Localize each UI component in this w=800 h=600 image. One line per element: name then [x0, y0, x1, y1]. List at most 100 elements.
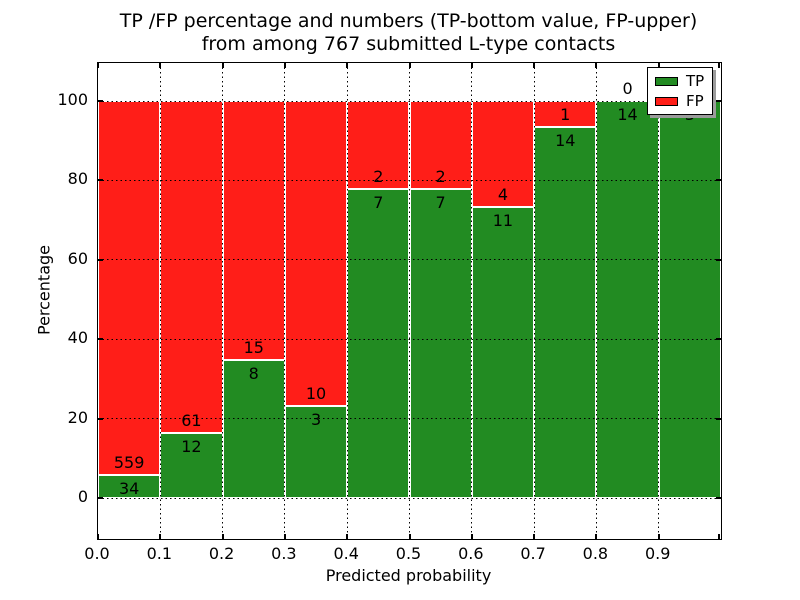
x-tick-mark	[470, 534, 473, 539]
x-tick-mark	[718, 534, 720, 539]
x-tick-label: 0.4	[333, 544, 359, 563]
x-tick-mark	[595, 63, 598, 68]
x-tick-mark	[408, 63, 411, 68]
bar-segment-fp	[471, 101, 535, 207]
bar-bin-0.7	[534, 101, 597, 498]
y-tick-mark	[98, 338, 103, 341]
x-tick-mark	[97, 63, 99, 68]
x-tick-mark	[408, 534, 411, 539]
x-tick-mark	[533, 534, 536, 539]
bar-label-fp: 15	[243, 337, 264, 357]
x-tick-label: 0.9	[644, 544, 671, 563]
gridline-x	[222, 63, 224, 539]
bar-label-fp: 1	[560, 105, 571, 125]
bar-bin-0.0	[98, 101, 161, 498]
x-tick-mark	[283, 63, 286, 68]
bar-bin-0.9	[658, 101, 721, 498]
gridline-x	[159, 63, 161, 539]
x-tick-label: 0.5	[395, 544, 422, 563]
bar-label-fp: 2	[373, 167, 384, 187]
bar-label-fp: 559	[113, 453, 145, 473]
bar-segment-tp	[658, 101, 721, 498]
x-tick-mark	[346, 63, 349, 68]
x-tick-label: 0.8	[582, 544, 609, 563]
x-tick-label: 0.2	[208, 544, 235, 563]
x-tick-mark	[346, 534, 349, 539]
bar-label-tp: 14	[555, 131, 576, 151]
y-tick-mark	[716, 497, 721, 499]
tp-color-swatch-icon	[655, 76, 678, 86]
bar-label-fp: 0	[622, 79, 633, 98]
gridline-y	[98, 497, 721, 499]
bar-segment-fp	[347, 101, 410, 190]
bar-segment-fp	[160, 101, 223, 433]
legend-label-tp: TP	[686, 72, 705, 90]
bar-segment-fp	[284, 101, 348, 407]
bar-label-tp: 11	[492, 210, 514, 230]
bar-segment-tp	[222, 359, 285, 498]
y-tick-label: 80	[67, 169, 88, 189]
plot-area: 559346112158103272741111401403	[97, 62, 722, 540]
gridline-x	[595, 63, 597, 539]
gridline-x	[658, 63, 660, 539]
bar-segment-tp	[409, 189, 472, 498]
x-tick-label: 0.1	[146, 544, 173, 563]
x-tick-mark	[221, 63, 224, 68]
bar-segment-fp	[409, 101, 472, 190]
y-tick-mark	[716, 417, 721, 420]
legend-label-fp: FP	[686, 92, 704, 110]
gridline-x	[409, 63, 410, 539]
x-axis-label: Predicted probability	[325, 566, 492, 585]
x-tick-label: 0.0	[84, 544, 110, 563]
y-tick-label: 20	[67, 407, 88, 427]
bar-label-tp: 34	[118, 479, 140, 499]
x-tick-mark	[595, 534, 598, 539]
chart-title-line2: from among 767 submitted L-type contacts	[201, 33, 616, 55]
x-tick-mark	[718, 63, 720, 68]
bar-label-tp: 8	[248, 363, 259, 383]
gridline-y	[98, 338, 721, 340]
legend-row-tp: TP	[655, 73, 704, 89]
chart-title: TP /FP percentage and numbers (TP-bottom…	[97, 10, 720, 56]
x-tick-mark	[97, 534, 99, 539]
legend: TP FP	[647, 67, 714, 115]
x-tick-label: 0.3	[271, 544, 297, 563]
gridline-y	[98, 418, 721, 420]
bar-segment-tp	[596, 101, 659, 498]
y-tick-label: 100	[57, 90, 88, 109]
gridline-x	[284, 63, 286, 539]
y-tick-mark	[716, 100, 721, 102]
legend-row-fp: FP	[655, 93, 704, 109]
bar-segment-fp	[222, 101, 285, 360]
x-tick-mark	[657, 534, 660, 539]
gridline-x	[346, 63, 348, 539]
y-tick-label: 0	[77, 487, 88, 506]
y-tick-mark	[716, 258, 721, 261]
bar-bin-0.1	[160, 101, 223, 498]
y-tick-label: 40	[67, 328, 88, 348]
bar-segment-tp	[471, 206, 535, 498]
gridline-y	[98, 179, 721, 181]
x-tick-mark	[533, 63, 536, 68]
bar-label-tp: 12	[181, 436, 202, 456]
fp-color-swatch-icon	[655, 96, 678, 106]
y-tick-mark	[98, 179, 103, 182]
bar-label-tp: 14	[617, 105, 638, 124]
bar-segment-fp	[98, 101, 161, 476]
bar-label-fp: 61	[181, 410, 202, 430]
bar-bin-0.4	[347, 101, 410, 498]
gridline-y	[98, 100, 721, 102]
y-tick-mark	[716, 338, 721, 341]
bar-bin-0.6	[471, 101, 535, 498]
bar-label-tp: 3	[310, 410, 322, 430]
bar-bin-0.5	[409, 101, 472, 498]
x-tick-mark	[221, 534, 224, 539]
x-tick-label: 0.6	[458, 544, 484, 563]
x-tick-mark	[159, 63, 162, 68]
y-tick-label: 60	[67, 248, 88, 268]
bar-segment-fp	[534, 101, 597, 128]
y-tick-mark	[98, 497, 103, 499]
y-tick-mark	[98, 100, 103, 102]
bar-label-tp: 7	[435, 193, 446, 213]
bar-label-tp: 7	[373, 193, 384, 213]
